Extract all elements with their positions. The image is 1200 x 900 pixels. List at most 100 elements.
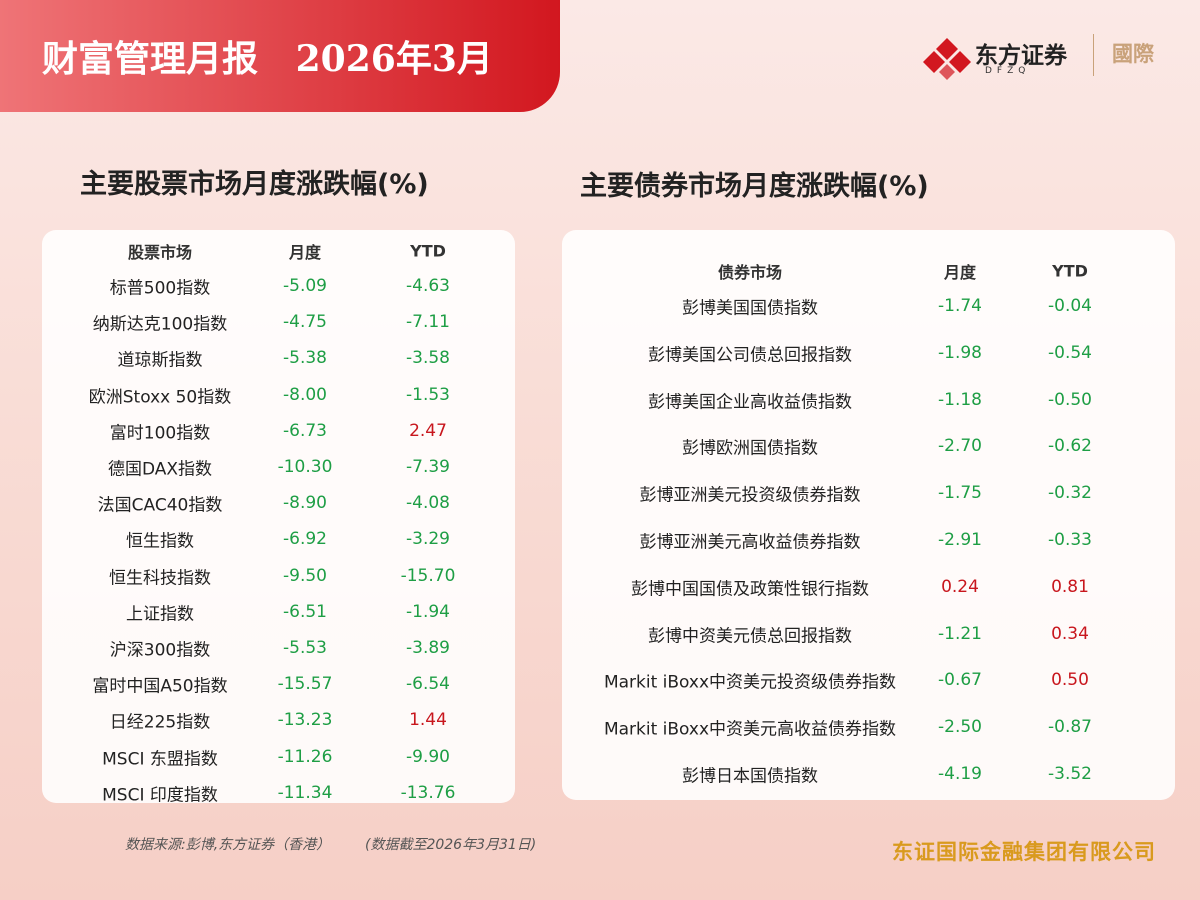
cell-value: -1.53 bbox=[406, 384, 450, 405]
cell-value: 0.34 bbox=[1051, 623, 1089, 644]
banner: 财富管理月报 2026年3月 bbox=[0, 0, 560, 112]
cell-value: -3.58 bbox=[406, 348, 450, 369]
cell-value: -0.50 bbox=[1048, 389, 1092, 410]
cell-value: -0.32 bbox=[1048, 483, 1092, 504]
column-header: YTD bbox=[1052, 261, 1088, 281]
cell-value: -4.63 bbox=[406, 276, 450, 296]
logo-divider bbox=[1093, 34, 1094, 76]
cell-value: -6.92 bbox=[283, 529, 327, 550]
cell-value: -0.33 bbox=[1048, 530, 1092, 550]
cell-value: -7.39 bbox=[406, 457, 450, 477]
cell-value: 0.24 bbox=[941, 576, 979, 597]
cell-value: -2.91 bbox=[938, 530, 982, 550]
logo-name: 东方证券 bbox=[975, 43, 1067, 69]
row-label: 恒生科技指数 bbox=[109, 568, 211, 589]
logo-icon bbox=[923, 38, 971, 80]
title: 财富管理月报 2026年3月 bbox=[42, 30, 493, 82]
cell-value: -6.54 bbox=[406, 674, 450, 695]
column-header: YTD bbox=[410, 241, 446, 261]
row-label: 纳斯达克100指数 bbox=[92, 314, 228, 335]
as-of: (数据截至2026年3月31日) bbox=[365, 837, 537, 853]
row-label: 欧洲Stoxx 50指数 bbox=[88, 387, 232, 408]
cell-value: -3.52 bbox=[1048, 764, 1092, 784]
cell-value: -0.62 bbox=[1048, 436, 1092, 457]
row-label: 彭博亚洲美元投资级债券指数 bbox=[639, 485, 861, 506]
column-header: 债券市场 bbox=[717, 263, 783, 282]
cell-value: -7.11 bbox=[406, 312, 450, 333]
cell-value: -0.04 bbox=[1048, 296, 1092, 316]
cell-value: 2.47 bbox=[409, 420, 447, 441]
logo-intl: 國際 bbox=[1112, 42, 1154, 66]
row-label: MSCI 东盟指数 bbox=[102, 749, 218, 770]
cell-value: -9.90 bbox=[406, 746, 450, 767]
cell-value: -6.51 bbox=[283, 601, 327, 622]
cell-value: 1.44 bbox=[409, 710, 447, 731]
cell-value: -5.09 bbox=[283, 276, 327, 296]
title-date: 2026年3月 bbox=[295, 38, 493, 80]
source: 数据来源:彭博,东方证券（香港） bbox=[125, 837, 331, 853]
row-label: 彭博中国国债及政策性银行指数 bbox=[631, 579, 869, 600]
row-label: 彭博中资美元债总回报指数 bbox=[648, 626, 852, 647]
cell-value: -4.08 bbox=[406, 493, 450, 514]
cell-value: -3.29 bbox=[406, 529, 450, 550]
column-header: 股票市场 bbox=[127, 243, 193, 262]
cell-value: 0.50 bbox=[1051, 670, 1089, 691]
row-label: 法国CAC40指数 bbox=[97, 495, 223, 516]
row-label: 富时中国A50指数 bbox=[92, 676, 228, 697]
cell-value: -9.50 bbox=[283, 565, 327, 586]
cell-value: -3.89 bbox=[406, 638, 450, 658]
cell-value: -11.34 bbox=[277, 782, 333, 803]
bond-table: 债券市场 月度 YTD 彭博美国国债指数 -1.74 -0.04 彭博美国公司债总回报指数 -… bbox=[562, 230, 1175, 800]
cell-value: -15.70 bbox=[400, 565, 456, 586]
cell-value: -0.67 bbox=[938, 670, 982, 691]
row-label: 日经225指数 bbox=[109, 712, 211, 733]
cell-value: -1.98 bbox=[938, 342, 982, 363]
cell-value: -0.54 bbox=[1048, 342, 1092, 363]
company: 东证国际金融集团有限公司 bbox=[892, 840, 1156, 864]
row-label: 彭博美国公司债总回报指数 bbox=[648, 345, 852, 366]
row-label: 彭博美国企业高收益债指数 bbox=[648, 392, 852, 413]
row-label: 道琼斯指数 bbox=[117, 350, 203, 371]
cell-value: -1.75 bbox=[938, 483, 982, 504]
row-label: 标普500指数 bbox=[109, 278, 211, 299]
cell-value: -1.94 bbox=[406, 601, 450, 622]
cell-value: -0.87 bbox=[1048, 717, 1092, 738]
row-label: MSCI 印度指数 bbox=[102, 785, 218, 806]
cell-value: -6.73 bbox=[283, 420, 327, 441]
cell-value: -2.70 bbox=[938, 436, 982, 457]
cell-value: -4.75 bbox=[283, 312, 327, 333]
cell-value: 0.81 bbox=[1051, 576, 1089, 597]
cell-value: -8.90 bbox=[283, 493, 327, 514]
row-label: 彭博亚洲美元高收益债券指数 bbox=[639, 532, 861, 553]
cell-value: -10.30 bbox=[277, 457, 333, 477]
cell-value: -4.19 bbox=[938, 764, 982, 784]
equity-table: 股票市场 月度 YTD 标普500指数 -5.09 -4.63 纳斯达克100指数 -4.75… bbox=[42, 230, 515, 806]
row-label: Markit iBoxx中资美元投资级债券指数 bbox=[603, 672, 897, 693]
section-title: 主要股票市场月度涨跌幅(%) bbox=[80, 169, 429, 200]
column-header: 月度 bbox=[943, 263, 977, 282]
cell-value: -5.53 bbox=[283, 638, 327, 658]
title-text: 财富管理月报 bbox=[42, 38, 259, 80]
row-label: 沪深300指数 bbox=[109, 640, 211, 661]
row-label: 彭博日本国债指数 bbox=[682, 766, 818, 787]
section-title: 主要债券市场月度涨跌幅(%) bbox=[580, 171, 929, 202]
row-label: 富时100指数 bbox=[109, 423, 211, 444]
cell-value: -1.18 bbox=[938, 389, 982, 410]
cell-value: -1.74 bbox=[938, 296, 982, 316]
row-label: 恒生指数 bbox=[126, 531, 194, 552]
cell-value: -13.76 bbox=[400, 782, 456, 803]
row-label: 德国DAX指数 bbox=[107, 459, 213, 480]
cell-value: -13.23 bbox=[277, 710, 333, 731]
logo-sub: DFZQ bbox=[985, 66, 1031, 76]
cell-value: -1.21 bbox=[938, 623, 982, 644]
cell-value: -2.50 bbox=[938, 717, 982, 738]
column-header: 月度 bbox=[288, 243, 322, 262]
cell-value: -5.38 bbox=[283, 348, 327, 369]
row-label: 彭博欧洲国债指数 bbox=[682, 438, 818, 459]
row-label: Markit iBoxx中资美元高收益债券指数 bbox=[603, 719, 897, 740]
row-label: 彭博美国国债指数 bbox=[682, 298, 818, 319]
cell-value: -15.57 bbox=[277, 674, 333, 695]
cell-value: -11.26 bbox=[277, 746, 333, 767]
cell-value: -8.00 bbox=[283, 384, 327, 405]
